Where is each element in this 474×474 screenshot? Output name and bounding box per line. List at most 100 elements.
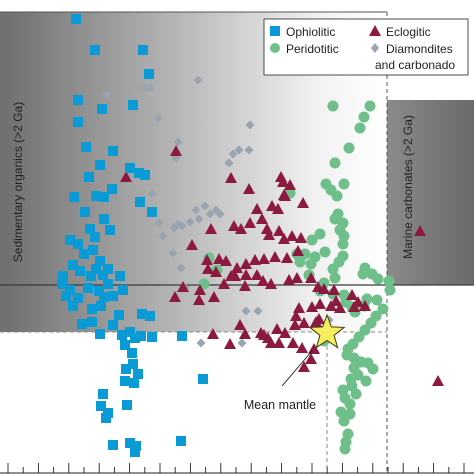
- eclogitic-point: [207, 328, 219, 339]
- ophiolitic-point: [118, 285, 128, 295]
- ophiolitic-point: [73, 117, 83, 127]
- ophiolitic-point: [99, 292, 109, 302]
- ophiolitic-point: [136, 331, 146, 341]
- eclogitic-point: [271, 323, 283, 334]
- legend-ophiolitic-label: Ophiolitic: [286, 25, 335, 39]
- eclogitic-point: [239, 328, 251, 339]
- ophiolitic-point: [137, 309, 147, 319]
- eclogitic-point: [273, 337, 285, 348]
- eclogitic-point: [120, 171, 132, 182]
- eclogitic-point: [291, 272, 303, 283]
- eclogitic-point: [193, 294, 205, 305]
- eclogitic-point: [251, 269, 263, 280]
- eclogitic-point: [296, 342, 308, 353]
- peridotitic-point: [338, 178, 350, 190]
- peridotitic-point: [314, 228, 326, 240]
- diamondite-point: [153, 113, 163, 123]
- ophiolitic-point: [133, 369, 143, 379]
- eclogitic-point: [251, 203, 263, 214]
- ophiolitic-point: [88, 245, 98, 255]
- mean-mantle-label: Mean mantle: [244, 398, 316, 412]
- ophiolitic-point: [97, 104, 107, 114]
- ophiolitic-point: [87, 304, 97, 314]
- diamondite-point: [196, 338, 206, 348]
- eclogitic-point: [295, 232, 307, 243]
- legend-diamondites-swatch: [371, 43, 379, 53]
- eclogitic-point: [279, 327, 291, 338]
- ophiolitic-point: [128, 100, 138, 110]
- legend-box: [263, 18, 469, 76]
- ophiolitic-point: [98, 270, 108, 280]
- ophiolitic-point: [98, 389, 108, 399]
- diamondite-point: [191, 205, 201, 215]
- peridotitic-point: [331, 190, 343, 202]
- diamondite-point: [168, 248, 178, 258]
- peridotitic-point: [367, 363, 379, 375]
- ophiolitic-point: [105, 225, 115, 235]
- ophiolitic-point: [125, 163, 135, 173]
- ophiolitic-point: [84, 172, 94, 182]
- eclogitic-point: [265, 278, 277, 289]
- diamondite-point: [146, 83, 156, 93]
- peridotitic-point: [372, 273, 384, 285]
- diamondite-point: [245, 120, 255, 130]
- diamondite-point: [154, 218, 164, 228]
- eclogitic-point: [258, 329, 270, 340]
- diamondite-point: [123, 92, 133, 102]
- ophiolitic-point: [147, 332, 157, 342]
- eclogitic-point: [243, 183, 255, 194]
- ophiolitic-point: [61, 291, 71, 301]
- legend-peridotitic-swatch: [270, 43, 280, 53]
- ophiolitic-point: [108, 291, 118, 301]
- peridotitic-point: [339, 443, 351, 455]
- ophiolitic-point: [96, 301, 106, 311]
- ophiolitic-point: [140, 170, 150, 180]
- ophiolitic-point: [68, 260, 78, 270]
- ophiolitic-point: [96, 401, 106, 411]
- eclogitic-point: [414, 225, 426, 236]
- eclogitic-point: [210, 266, 222, 277]
- diamondite-point: [141, 83, 151, 93]
- ophiolitic-point: [120, 340, 130, 350]
- ophiolitic-point: [125, 327, 135, 337]
- eclogitic-point: [231, 262, 243, 273]
- eclogitic-point: [201, 254, 213, 265]
- diamondite-point: [237, 338, 247, 348]
- eclogitic-point: [273, 225, 285, 236]
- peridotitic-point: [319, 246, 331, 258]
- peridotitic-point: [364, 100, 376, 112]
- eclogitic-point: [169, 291, 181, 302]
- ophiolitic-point: [83, 283, 93, 293]
- ophiolitic-point: [91, 191, 101, 201]
- diamondite-point: [194, 214, 204, 224]
- series-eclogitic: [120, 145, 444, 386]
- eclogitic-point: [205, 223, 217, 234]
- ophiolitic-point: [128, 359, 138, 369]
- eclogitic-point: [298, 361, 310, 372]
- eclogitic-point: [306, 301, 318, 312]
- ophiolitic-point: [95, 160, 105, 170]
- eclogitic-point: [297, 197, 309, 208]
- ophiolitic-point: [90, 232, 100, 242]
- peridotitic-point: [327, 100, 339, 112]
- legend-diamondites-label-2: and carbonado: [375, 58, 455, 72]
- ophiolitic-point: [198, 374, 208, 384]
- ophiolitic-point: [85, 224, 95, 234]
- eclogitic-point: [334, 302, 346, 313]
- ophiolitic-point: [115, 271, 125, 281]
- eclogitic-point: [177, 281, 189, 292]
- eclogitic-point: [234, 319, 246, 330]
- ophiolitic-point: [95, 329, 105, 339]
- ophiolitic-point: [145, 311, 155, 321]
- eclogitic-point: [313, 313, 325, 324]
- diamondite-point: [253, 306, 263, 316]
- mean-mantle-leader: [281, 350, 313, 387]
- diamondite-point: [200, 201, 210, 211]
- ophiolitic-point: [65, 285, 75, 295]
- ophiolitic-point: [73, 293, 83, 303]
- eclogitic-point: [359, 300, 371, 311]
- ophiolitic-point: [81, 142, 91, 152]
- eclogitic-point: [240, 269, 252, 280]
- ophiolitic-point: [127, 348, 137, 358]
- ophiolitic-point: [57, 279, 67, 289]
